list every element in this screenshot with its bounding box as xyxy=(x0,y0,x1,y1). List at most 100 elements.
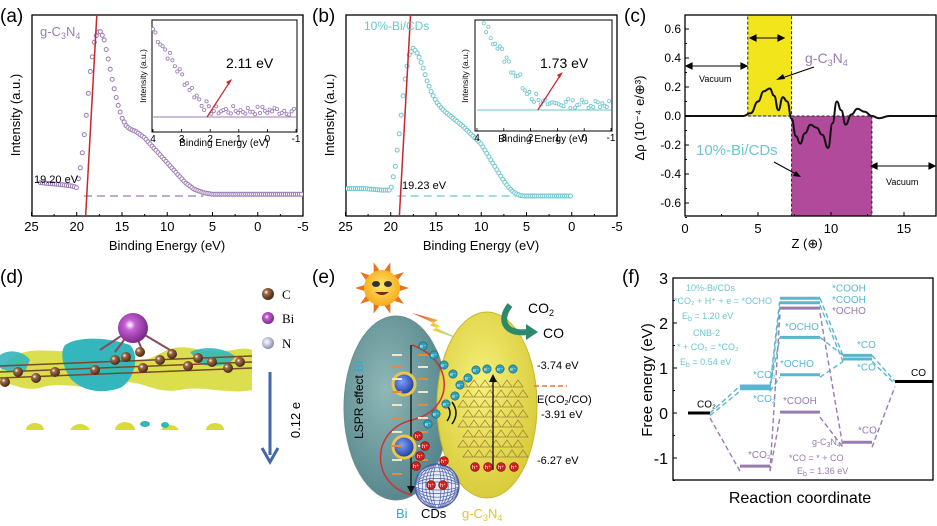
inset-point xyxy=(172,64,177,69)
gcn-triangle xyxy=(506,389,518,398)
level-label: CO xyxy=(911,368,926,379)
inset-point xyxy=(282,108,287,113)
carbon-atom xyxy=(193,447,203,457)
inset-point xyxy=(260,105,265,110)
inset-x-tick-label: 1 xyxy=(236,134,242,145)
spectrum-point xyxy=(428,89,434,94)
redox-level-value: -3.91 eV xyxy=(541,409,583,421)
inset-frame-a xyxy=(151,19,298,133)
inset-point xyxy=(584,100,589,105)
holes: h⁺h⁺h⁺h⁺h⁺h⁺ h⁺ h⁺ h⁺h⁺ h⁺ xyxy=(411,431,519,490)
gcn-energy-arrowhead xyxy=(489,374,497,382)
inset-point xyxy=(561,104,566,109)
electron-symbol: e⁻ xyxy=(431,353,437,359)
tangent-line xyxy=(398,15,412,216)
inset-point xyxy=(579,97,584,102)
level-label: *CO₂ xyxy=(753,394,776,405)
legend-bi-label: Bi xyxy=(282,311,295,326)
inset-point xyxy=(223,107,228,112)
legend-bi-swatch xyxy=(262,312,274,324)
electron xyxy=(418,341,428,351)
carbon-atom xyxy=(87,445,97,455)
gcn-triangle xyxy=(479,399,491,408)
inset-points-b xyxy=(477,21,612,111)
x-axis-label-b: Binding Energy (eV) xyxy=(423,238,539,253)
panel-label-f: (f) xyxy=(622,267,640,288)
inset-point xyxy=(598,105,603,110)
inset-x-tick-label: 3 xyxy=(501,133,507,144)
inset-point xyxy=(511,70,516,75)
spectrum-point xyxy=(117,109,123,115)
electron-symbol: e⁻ xyxy=(433,412,439,418)
level-label: *COOH xyxy=(832,284,866,295)
x-tick-label: -5 xyxy=(611,219,623,234)
level-label: *OCHO xyxy=(780,359,814,370)
carbon-atom xyxy=(193,353,203,363)
hole-symbol: h⁺ xyxy=(472,464,478,471)
lower-layer-isosurfaces xyxy=(26,421,224,430)
co2-reduction-arrowhead xyxy=(526,324,538,340)
inset-point xyxy=(216,111,221,116)
connector-dashed xyxy=(871,354,896,382)
carbon-atom xyxy=(138,363,148,373)
x-tick-label: 25 xyxy=(338,219,352,234)
connector-dashed xyxy=(769,313,781,472)
connector-dashed xyxy=(769,337,781,387)
inset-point xyxy=(170,58,175,63)
bandgap-annotation-a: 2.11 eV xyxy=(226,55,274,71)
level-label: *COOH xyxy=(783,396,817,407)
co2-reduction-arrow xyxy=(501,303,529,336)
x-tick-label: 0 xyxy=(681,221,688,236)
inset-onset-arrowhead xyxy=(556,72,563,78)
level-label: *CO xyxy=(858,425,877,436)
electron xyxy=(441,399,451,409)
inset-point xyxy=(202,108,207,113)
upper-layer-atoms xyxy=(0,347,245,387)
carbon-atom xyxy=(121,352,131,362)
inset-point xyxy=(504,55,509,60)
inset-point xyxy=(500,47,505,52)
connector-dashed xyxy=(819,304,844,362)
charge-density-line-c xyxy=(684,87,937,149)
lspr-label: LSPR effect Bi xyxy=(352,361,366,439)
inset-point xyxy=(150,27,155,32)
inset-point xyxy=(591,105,596,110)
series-label-bicd-b: 10%-Bi/CDs xyxy=(364,19,429,33)
inset-point xyxy=(495,46,500,51)
spectrum-point xyxy=(79,150,85,156)
carbon-atom xyxy=(180,443,190,453)
gcn-triangle xyxy=(495,429,507,438)
nitrogen-atom xyxy=(241,451,250,460)
panel-a: (a) 25 20 15 10 5 0 -5 Binding Energy (eV) Int… xyxy=(0,6,309,253)
spectrum-point xyxy=(73,185,79,191)
gcn-triangle xyxy=(473,409,485,418)
nitrogen-atom xyxy=(74,454,83,463)
nitrogen-atom xyxy=(211,454,220,463)
level-label: *OCHO xyxy=(832,306,866,317)
electron xyxy=(455,380,465,390)
spectrum-point xyxy=(107,66,113,72)
x-axis-label-a: Binding Energy (eV) xyxy=(109,238,225,253)
light-bolt-icon xyxy=(412,313,462,340)
lspr-wave xyxy=(379,344,445,496)
inset-point xyxy=(167,50,172,55)
level-label: *CO xyxy=(857,362,876,373)
charge-density-curve xyxy=(684,87,937,149)
spectrum-point xyxy=(109,76,115,82)
inset-x-tick-label: 3 xyxy=(179,134,185,145)
gcn-triangle xyxy=(501,419,513,428)
gcn-triangle xyxy=(457,439,469,448)
inset-x-tick-label: 2 xyxy=(207,134,213,145)
hole xyxy=(426,480,436,490)
y-ticks-f: 3 2 1 0 -1 xyxy=(654,271,677,481)
vacuum-label-right: Vacuum xyxy=(886,177,918,187)
bi-label-e: Bi xyxy=(396,506,408,521)
inset-x-ticks-a: 4 3 2 1 0 -1 xyxy=(150,129,301,145)
gcn-triangle xyxy=(501,399,513,408)
x-tick-label: 0 xyxy=(254,219,261,234)
cnb-eb-f: Eb = 0.54 eV xyxy=(680,357,731,369)
cb-level-label: -3.74 eV xyxy=(537,360,579,372)
inset-point xyxy=(563,99,568,104)
inset-point xyxy=(488,36,493,41)
inset-x-tick-label: 2 xyxy=(528,133,534,144)
